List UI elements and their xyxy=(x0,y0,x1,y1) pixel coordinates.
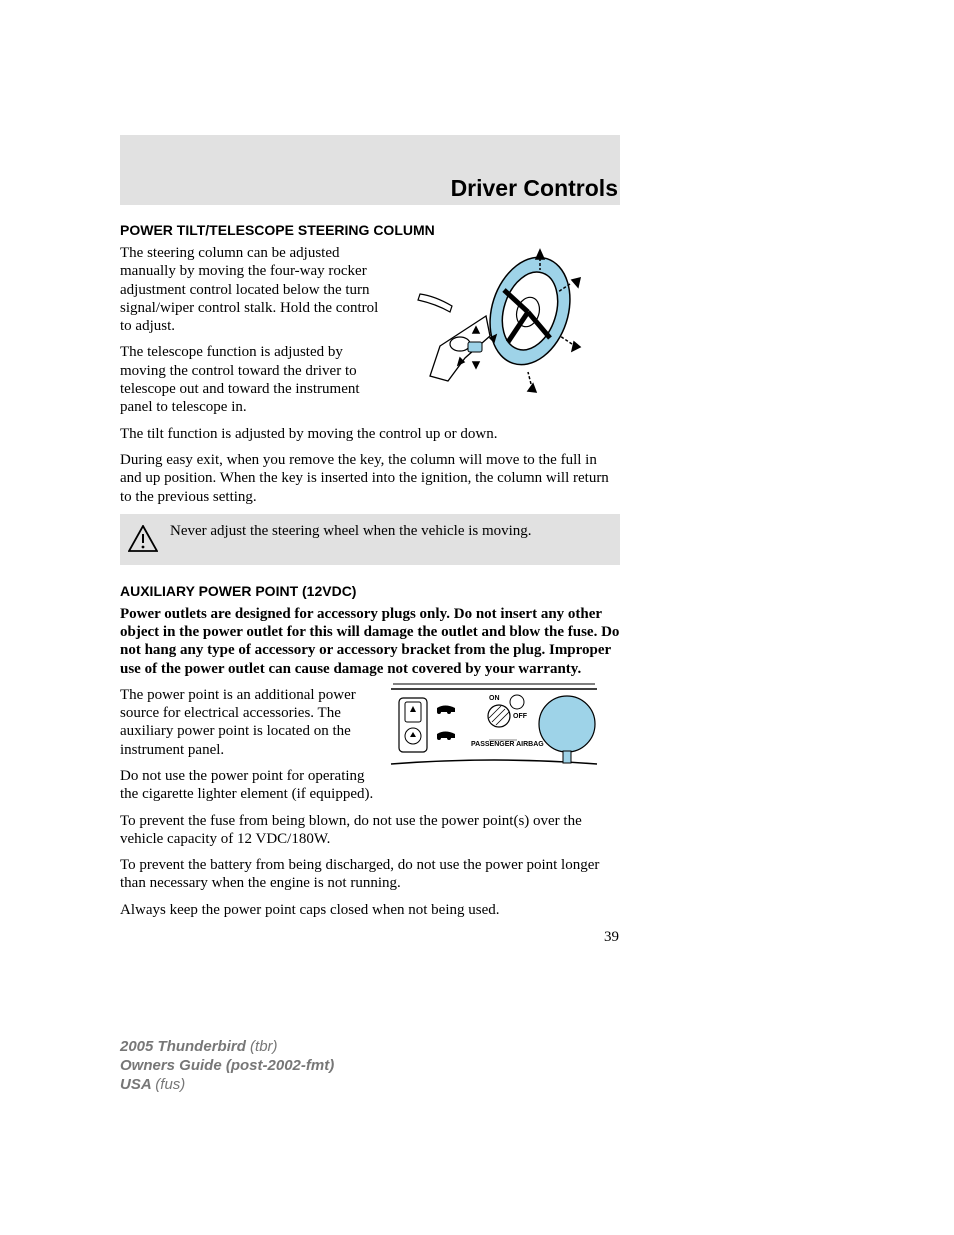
section-title: Driver Controls xyxy=(451,175,618,202)
footer-line-1: 2005 Thunderbird (tbr) xyxy=(120,1038,334,1057)
para-s2-bold: Power outlets are designed for accessory… xyxy=(120,605,620,678)
footer-guide: Owners Guide (post-2002-fmt) xyxy=(120,1057,334,1074)
para-s2-4: To prevent the battery from being discha… xyxy=(120,856,620,893)
para-s1-2: The telescope function is adjusted by mo… xyxy=(120,343,380,416)
para-s2-3: To prevent the fuse from being blown, do… xyxy=(120,812,620,849)
page-number: 39 xyxy=(604,929,619,946)
para-s1-4: During easy exit, when you remove the ke… xyxy=(120,451,620,506)
para-s1-1: The steering column can be adjusted manu… xyxy=(120,244,380,335)
footer-model: 2005 Thunderbird xyxy=(120,1038,250,1055)
heading-steering: POWER TILT/TELESCOPE STEERING COLUMN xyxy=(120,222,620,238)
content-area: POWER TILT/TELESCOPE STEERING COLUMN The… xyxy=(120,222,620,927)
para-s2-5: Always keep the power point caps closed … xyxy=(120,901,620,919)
warning-icon xyxy=(128,525,158,553)
warning-text: Never adjust the steering wheel when the… xyxy=(170,520,532,559)
footer-code-2: (fus) xyxy=(155,1076,185,1093)
para-s2-2: Do not use the power point for operating… xyxy=(120,767,375,804)
page: Driver Controls xyxy=(0,0,954,1235)
footer-code-1: (tbr) xyxy=(250,1038,278,1055)
footer: 2005 Thunderbird (tbr) Owners Guide (pos… xyxy=(120,1038,334,1094)
heading-aux-power: AUXILIARY POWER POINT (12VDC) xyxy=(120,583,620,599)
para-s1-3: The tilt function is adjusted by moving … xyxy=(120,425,620,443)
footer-region: USA xyxy=(120,1076,155,1093)
footer-line-3: USA (fus) xyxy=(120,1076,334,1095)
footer-line-2: Owners Guide (post-2002-fmt) xyxy=(120,1057,334,1076)
warning-box: Never adjust the steering wheel when the… xyxy=(120,514,620,565)
para-s2-1: The power point is an additional power s… xyxy=(120,686,375,759)
